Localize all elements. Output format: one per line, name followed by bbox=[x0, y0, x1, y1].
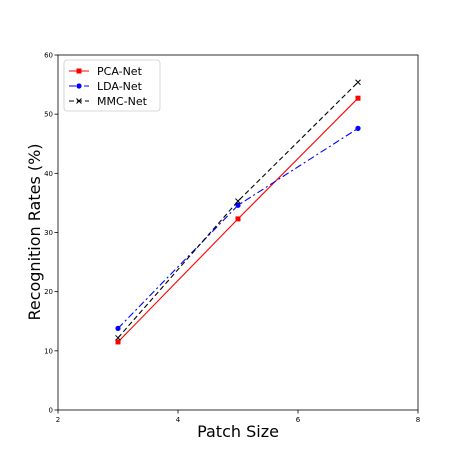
y-tick-label: 50 bbox=[44, 111, 53, 119]
y-axis: 0 10 20 30 40 50 60 bbox=[44, 52, 58, 415]
series-lda-net bbox=[115, 125, 361, 331]
series-layer bbox=[115, 79, 361, 345]
legend-marker bbox=[76, 98, 82, 104]
y-tick-label: 40 bbox=[44, 170, 53, 178]
x-tick-label: 4 bbox=[176, 416, 181, 424]
data-point bbox=[235, 202, 241, 208]
legend-entry: LDA-Net bbox=[69, 80, 143, 93]
data-point bbox=[115, 339, 121, 345]
data-point bbox=[115, 325, 121, 331]
legend-marker bbox=[76, 83, 82, 89]
series-mmc-net bbox=[115, 79, 361, 341]
legend: PCA-Net LDA-Net MMC-Net bbox=[63, 59, 161, 112]
data-point bbox=[115, 334, 121, 341]
series-pca-net bbox=[115, 95, 361, 345]
x-tick-label: 8 bbox=[416, 416, 420, 424]
y-tick-label: 60 bbox=[44, 52, 53, 60]
plot-area bbox=[57, 54, 419, 411]
data-point bbox=[235, 216, 241, 222]
y-tick-label: 0 bbox=[49, 407, 53, 415]
data-point bbox=[355, 95, 361, 101]
data-point bbox=[355, 125, 361, 131]
y-tick-label: 10 bbox=[44, 347, 53, 355]
y-tick-label: 30 bbox=[44, 229, 53, 237]
x-tick-label: 2 bbox=[56, 416, 60, 424]
x-tick-label: 6 bbox=[296, 416, 301, 424]
x-axis-title: Patch Size bbox=[197, 422, 279, 441]
legend-label: MMC-Net bbox=[97, 95, 148, 108]
x-axis: 2 4 6 8 bbox=[56, 410, 420, 424]
y-tick-label: 20 bbox=[44, 288, 53, 296]
legend-entry: MMC-Net bbox=[69, 95, 148, 108]
data-point bbox=[355, 79, 361, 86]
legend-marker bbox=[76, 68, 82, 74]
series-line bbox=[117, 81, 359, 339]
data-point bbox=[235, 198, 241, 204]
legend-frame bbox=[63, 59, 161, 112]
legend-label: PCA-Net bbox=[97, 65, 143, 78]
y-axis-title: Recognition Rates (%) bbox=[25, 143, 44, 320]
legend-label: LDA-Net bbox=[97, 80, 143, 93]
legend-entry: PCA-Net bbox=[69, 65, 143, 78]
